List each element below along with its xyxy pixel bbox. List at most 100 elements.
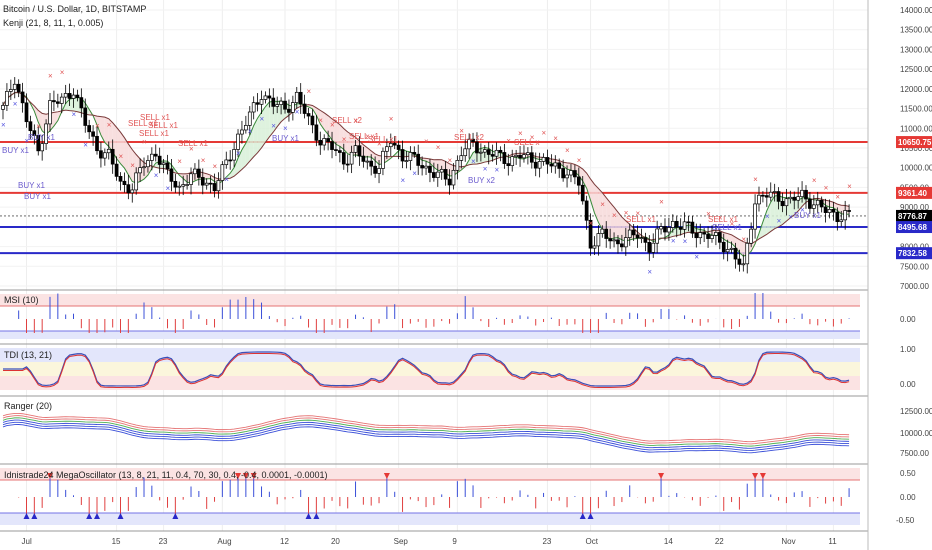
- candle-body: [510, 156, 515, 167]
- candle-body: [737, 258, 742, 265]
- signal-labels: BUY x1 BUY x1 BUY x1 BUY x1 SELL x1 SELL…: [2, 113, 822, 232]
- cloud-segment: [347, 132, 352, 156]
- ranger-tick: 10000.00: [900, 429, 932, 438]
- candle-body: [764, 195, 769, 198]
- ranger-line: [2, 424, 850, 454]
- candle-body: [75, 94, 80, 98]
- signal-marker: ×: [424, 137, 429, 146]
- cloud-segment: [837, 204, 842, 214]
- price-tag-label: 8776.87: [898, 212, 927, 221]
- ranger-line: [2, 415, 850, 445]
- candle-body: [596, 233, 601, 247]
- signal-marker: ×: [377, 139, 382, 148]
- price-tag: [896, 136, 932, 149]
- cloud-segment: [363, 144, 368, 158]
- ranger-tick: 7500.00: [900, 449, 929, 458]
- candle-body: [388, 143, 393, 148]
- cloud-segment: [124, 137, 129, 175]
- cloud-segment: [339, 124, 344, 150]
- candle-body: [16, 83, 21, 93]
- candle-body: [392, 143, 397, 146]
- candle-body: [67, 93, 72, 99]
- mega-triangle-up: [86, 513, 93, 519]
- signal-label: SELL x1: [712, 223, 742, 232]
- price-tag: [896, 221, 932, 234]
- mega-triangle-down: [658, 473, 665, 479]
- cloud-segment: [766, 202, 771, 235]
- cloud-segment: [234, 158, 239, 177]
- candle-body: [55, 101, 60, 104]
- signal-marker: ×: [624, 209, 629, 218]
- cloud-segment: [727, 233, 732, 244]
- candle-body: [161, 162, 166, 165]
- time-tick-label: 23: [159, 537, 168, 546]
- mega-triangle-up: [587, 513, 594, 519]
- signal-marker: ×: [800, 205, 805, 214]
- signal-label: SELL x1: [368, 135, 398, 144]
- tdi-upper-band: [0, 348, 860, 362]
- signal-marker: ×: [72, 110, 77, 119]
- signal-marker: ×: [412, 169, 417, 178]
- cloud-segment: [328, 115, 333, 141]
- candle-body: [792, 196, 797, 201]
- candle-body: [796, 196, 801, 201]
- candle-body: [804, 189, 808, 200]
- candle-body: [267, 95, 272, 99]
- candle-body: [63, 93, 68, 98]
- cloud-segment: [151, 163, 156, 169]
- candle-body: [471, 138, 475, 143]
- candle-body: [173, 181, 178, 188]
- candle-body: [486, 149, 491, 155]
- candle-body: [416, 153, 421, 166]
- candle-body: [733, 247, 738, 260]
- candle-body: [287, 108, 291, 113]
- signal-marker: ×: [706, 210, 711, 219]
- candle-body: [349, 151, 354, 165]
- price-tick-label: 7000.00: [900, 282, 929, 291]
- cloud-segment: [794, 199, 799, 215]
- candle-body: [631, 229, 636, 236]
- indicator-title: Kenji (21, 8, 11, 1, 0.005): [3, 18, 103, 28]
- candle-body: [40, 143, 45, 152]
- candle-body: [244, 125, 248, 131]
- cloud-segment: [739, 239, 744, 257]
- cloud-segment: [833, 202, 838, 211]
- price-tick-label: 10000.00: [900, 164, 932, 173]
- mega-triangle-down: [759, 473, 766, 479]
- candle-body: [612, 239, 616, 242]
- cloud-segment: [128, 143, 133, 182]
- cloud-segment: [324, 112, 329, 135]
- cloud-segment: [73, 97, 78, 112]
- cloud-segment: [296, 103, 301, 109]
- signal-label: SELL x1: [626, 215, 656, 224]
- candle-body: [208, 182, 213, 185]
- candle-body: [326, 138, 330, 143]
- candle-body: [569, 170, 573, 176]
- mega-lower-band: [0, 513, 860, 525]
- candle-body: [153, 153, 158, 157]
- candle-body: [95, 135, 99, 152]
- candle-body: [694, 232, 699, 239]
- signal-marker: ×: [530, 133, 535, 142]
- mega-tick: 0.00: [900, 493, 916, 502]
- cloud-segment: [594, 184, 599, 223]
- candle-body: [690, 221, 695, 234]
- candle-body: [232, 149, 236, 161]
- signal-marker: ×: [565, 146, 570, 155]
- candle-body: [526, 152, 530, 156]
- candle-body: [522, 154, 526, 159]
- signal-marker: ×: [542, 128, 547, 137]
- candle-body: [212, 183, 217, 192]
- signal-marker: ×: [130, 161, 135, 170]
- candle-body: [721, 241, 726, 253]
- candle-body: [455, 160, 460, 171]
- candle-body: [361, 155, 366, 162]
- signal-marker: ×: [483, 165, 488, 174]
- signal-marker: ×: [436, 143, 441, 152]
- mega-triangle-up: [94, 513, 101, 519]
- candle-body: [745, 242, 750, 265]
- candle-body: [134, 172, 139, 191]
- candle-body: [843, 210, 848, 221]
- signal-marker: ×: [847, 182, 852, 191]
